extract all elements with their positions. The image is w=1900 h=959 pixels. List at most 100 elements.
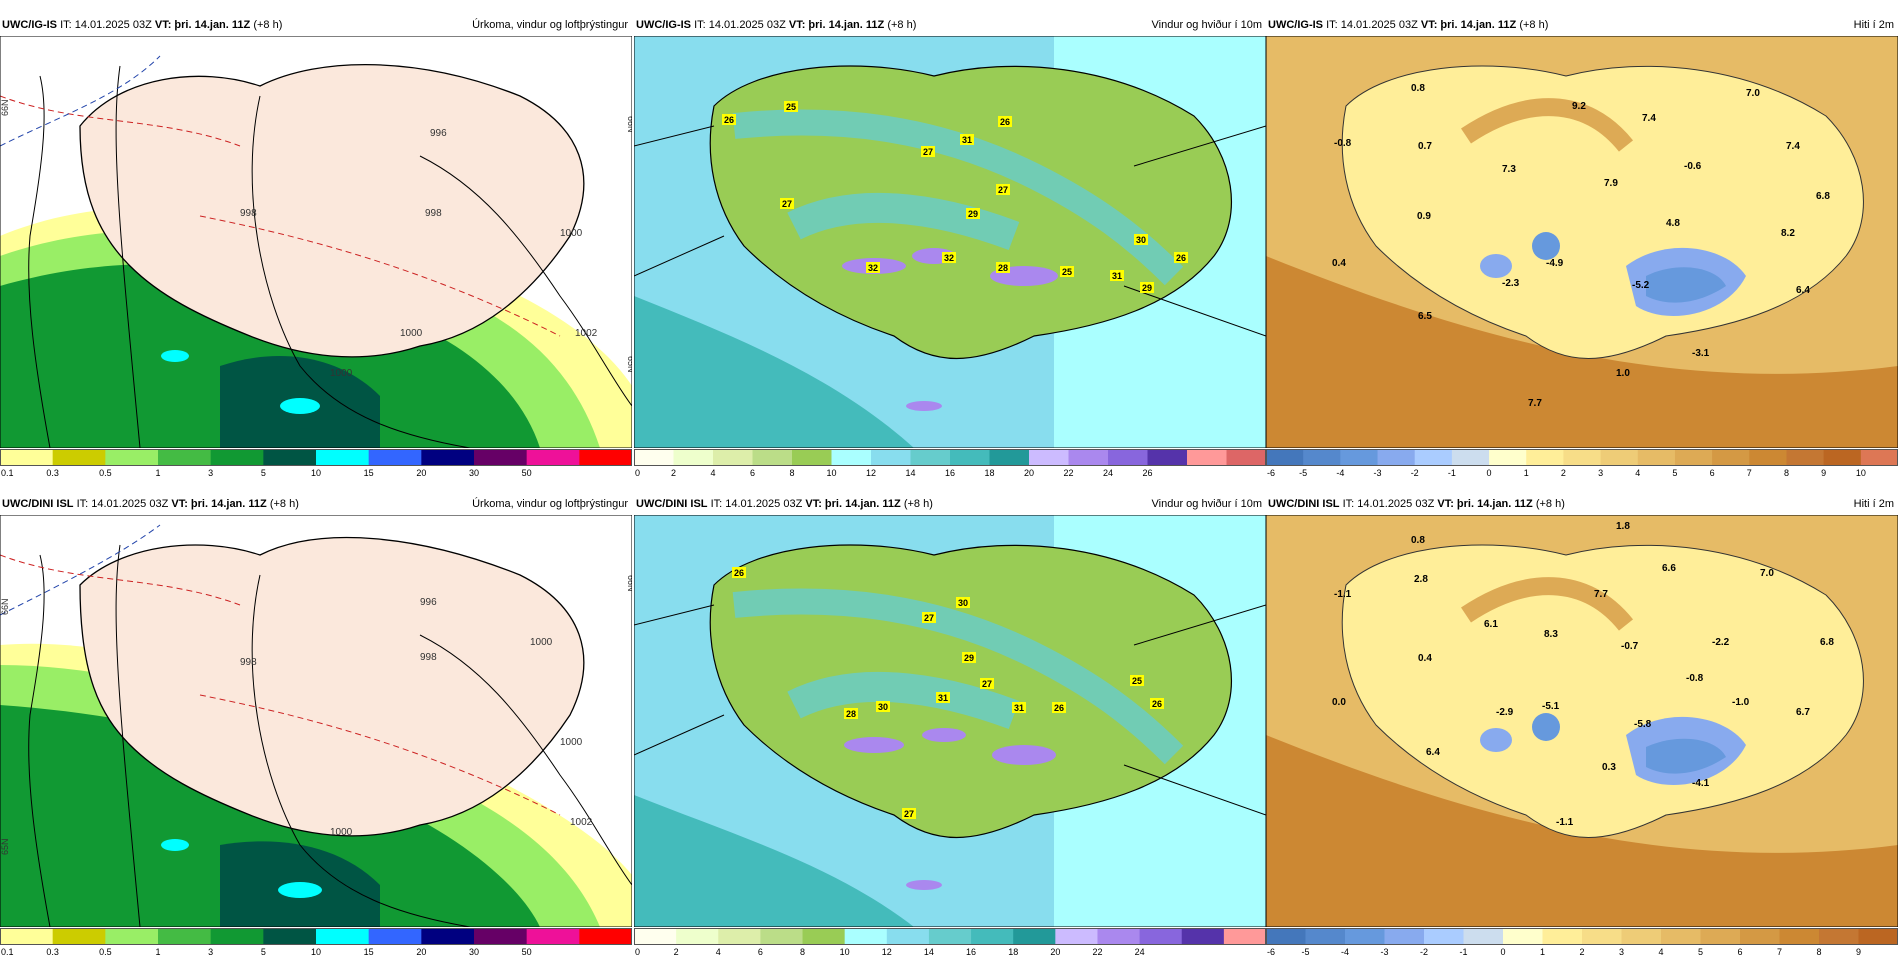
temp-value: 0.8 [1411, 83, 1425, 94]
colorbar-swatch [1674, 449, 1713, 465]
colorbar-swatch [673, 449, 714, 465]
colorbar-frame [0, 449, 632, 466]
gust-marker: 26 [1052, 702, 1066, 713]
pressure-label: 1002 [575, 328, 598, 339]
pressure-label: 1000 [560, 228, 583, 239]
colorbar-tick-label: -6 [1267, 468, 1275, 478]
colorbar-swatch [158, 449, 212, 465]
panel-wind-igis: UWC/IG-IS IT: 14.01.2025 03Z VT: þri. 14… [634, 16, 1266, 480]
lead-time: (+8 h) [903, 498, 933, 510]
panel-title: Úrkoma, vindur og loftþrýstingur [472, 498, 628, 510]
colorbar-swatch [1223, 928, 1266, 944]
pressure-label: 998 [425, 208, 442, 219]
colorbar-swatch [1303, 449, 1341, 465]
colorbar-tick-label: 12 [882, 947, 892, 957]
panel-wind-dini: UWC/DINI ISL IT: 14.01.2025 03Z VT: þri.… [634, 495, 1266, 959]
colorbar: 0.1 0.3 0.5 1 3 5 10 15 20 30 50 [0, 928, 632, 957]
colorbar-tick-label: 22 [1092, 947, 1102, 957]
colorbar-tick-label: 4 [710, 468, 715, 478]
temp-value: -1.0 [1732, 697, 1750, 708]
temp-value: 0.4 [1332, 258, 1346, 269]
colorbar-swatch [1823, 449, 1862, 465]
colorbar-swatch [0, 449, 54, 465]
lat-label: 66N [626, 116, 632, 133]
colorbar-swatch [105, 928, 159, 944]
colorbar-swatch [1661, 928, 1701, 944]
pressure-label: 998 [240, 208, 257, 219]
colorbar-tick-label: -3 [1380, 947, 1388, 957]
temp-value: -5.1 [1542, 701, 1560, 712]
colorbar: 0.1 0.3 0.5 1 3 5 10 15 20 30 50 [0, 449, 632, 478]
valid-time: þri. 14.jan. 11Z [190, 498, 267, 510]
temp-value: -2.9 [1496, 707, 1514, 718]
colorbar-swatch [105, 449, 159, 465]
colorbar-swatch [886, 928, 930, 944]
svg-text:32: 32 [944, 253, 954, 263]
colorbar-tick-label: -4 [1336, 468, 1344, 478]
colorbar-tick-label: 24 [1103, 468, 1113, 478]
colorbar-tick-label: 5 [261, 947, 266, 957]
colorbar-swatch [1463, 928, 1504, 944]
valid-label: VT: [171, 498, 188, 510]
colorbar-tick-label: 3 [1598, 468, 1603, 478]
temp-value: 7.7 [1528, 398, 1542, 409]
panel-header: UWC/DINI ISL IT: 14.01.2025 03Z VT: þri.… [1266, 495, 1898, 513]
svg-text:27: 27 [998, 185, 1008, 195]
panel-header: UWC/DINI ISL IT: 14.01.2025 03Z VT: þri.… [0, 495, 632, 513]
svg-text:28: 28 [846, 709, 856, 719]
pressure-label: 1000 [400, 328, 423, 339]
colorbar-tick-label: 0.5 [99, 947, 112, 957]
colorbar-tick-label: 2 [674, 947, 679, 957]
svg-text:29: 29 [1142, 283, 1152, 293]
colorbar: -6 -5 -4 -3 -2 -1 0 1 2 3 4 5 6 7 8 9 [1266, 928, 1898, 957]
svg-text:25: 25 [786, 102, 796, 112]
gust-labels: 26 30 27 29 27 31 28 30 31 26 25 26 27 [732, 567, 1164, 819]
colorbar-tick-label: 4 [1658, 947, 1663, 957]
init-time: IT: 14.01.2025 03Z [694, 19, 786, 31]
temp-value: -5.2 [1632, 280, 1650, 291]
lat-label: 65N [0, 838, 10, 855]
colorbar-tick-label: 9 [1821, 468, 1826, 478]
colorbar-swatch [0, 928, 54, 944]
colorbar-tick-label: -5 [1299, 468, 1307, 478]
svg-text:25: 25 [1062, 267, 1072, 277]
colorbar-swatch [1139, 928, 1183, 944]
precip-map: 996 998 998 1000 1002 1000 1000 66N 66N … [0, 36, 632, 448]
panel-title: Hiti í 2m [1853, 498, 1894, 510]
svg-text:31: 31 [1112, 271, 1122, 281]
svg-text:30: 30 [958, 598, 968, 608]
temp-map: 0.8 -0.8 0.7 9.2 7.4 7.0 7.4 7.3 7.9 -0.… [1266, 36, 1898, 448]
colorbar-swatch [1637, 449, 1676, 465]
temp-value: 6.5 [1418, 311, 1432, 322]
temp-value: 6.8 [1820, 637, 1834, 648]
panel-temp-igis: UWC/IG-IS IT: 14.01.2025 03Z VT: þri. 14… [1266, 16, 1898, 480]
colorbar-tick-label: 0.1 [1, 947, 14, 957]
gust-marker: 27 [902, 808, 916, 819]
gust-marker: 26 [732, 567, 746, 578]
lead-time: (+8 h) [887, 19, 917, 31]
colorbar-tick-label: 9 [1856, 947, 1861, 957]
colorbar-swatch [1621, 928, 1662, 944]
colorbar-swatch [910, 449, 951, 465]
gust-marker: 27 [996, 184, 1010, 195]
colorbar-tick-label: -2 [1411, 468, 1419, 478]
colorbar-swatch [634, 928, 677, 944]
colorbar-swatch [1700, 928, 1741, 944]
colorbar-swatch [1181, 928, 1225, 944]
colorbar-tick-label: 30 [469, 468, 479, 478]
colorbar-tick-label: 2 [1561, 468, 1566, 478]
temp-value: -1.1 [1556, 817, 1574, 828]
temp-value: 9.2 [1572, 101, 1586, 112]
colorbar-tick-label: 6 [1710, 468, 1715, 478]
temp-value: 6.6 [1662, 563, 1676, 574]
temp-value: 8.2 [1781, 228, 1795, 239]
colorbar: -6 -5 -4 -3 -2 -1 0 1 2 3 4 5 6 7 8 9 10 [1266, 449, 1898, 478]
pressure-label: 998 [420, 652, 437, 663]
temp-value: 0.9 [1417, 211, 1431, 222]
colorbar-swatch [579, 928, 632, 944]
temp-value: 6.1 [1484, 619, 1498, 630]
colorbar-tick-label: 1 [1540, 947, 1545, 957]
colorbar-frame [634, 449, 1266, 466]
colorbar-swatch [1600, 449, 1639, 465]
colorbar-swatch [579, 449, 632, 465]
